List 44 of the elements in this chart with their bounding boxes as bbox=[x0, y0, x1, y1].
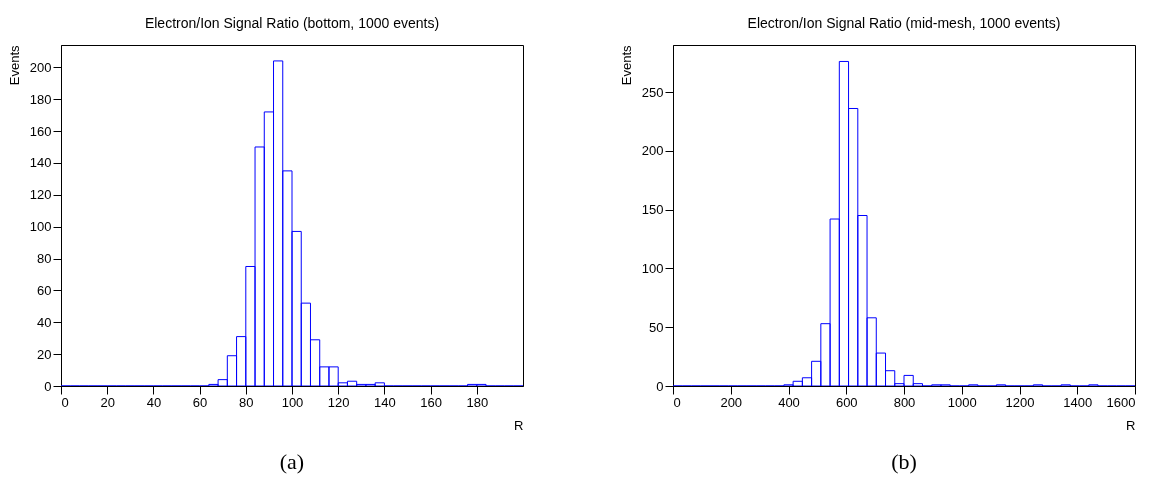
x-tick-label: 800 bbox=[893, 394, 916, 410]
x-tick-label: 1600 bbox=[1106, 394, 1136, 410]
chart-title: Electron/Ion Signal Ratio (bottom, 1000 events) bbox=[144, 15, 440, 31]
y-tick-label: 120 bbox=[29, 187, 52, 203]
x-tick-label: 20 bbox=[100, 394, 115, 410]
y-axis-title: Events bbox=[6, 45, 22, 86]
y-tick-label: 60 bbox=[37, 282, 52, 298]
x-axis-title: R bbox=[1126, 417, 1136, 433]
text: (a) bbox=[278, 448, 306, 476]
x-tick-label: 120 bbox=[327, 394, 350, 410]
x-tick-label: 600 bbox=[835, 394, 858, 410]
y-tick-label: 0 bbox=[656, 378, 664, 394]
x-tick-label: 1200 bbox=[1005, 394, 1035, 410]
x-tick-label: 60 bbox=[192, 394, 208, 410]
x-tick-label: 160 bbox=[420, 394, 442, 410]
y-tick-label: 80 bbox=[37, 251, 52, 267]
y-tick-label: 250 bbox=[641, 84, 664, 100]
y-tick-label: 20 bbox=[37, 346, 52, 362]
chart-title: Electron/Ion Signal Ratio (mid-mesh, 1000 events) bbox=[747, 15, 1061, 31]
y-tick-label: 50 bbox=[649, 319, 664, 335]
x-tick-label: 1000 bbox=[947, 394, 977, 410]
x-tick-label: 0 bbox=[61, 394, 69, 410]
y-tick-label: 150 bbox=[641, 202, 664, 218]
x-tick-label: 80 bbox=[239, 394, 254, 410]
y-tick-label: 140 bbox=[29, 155, 52, 171]
text: (b) bbox=[890, 448, 918, 476]
y-tick-label: 100 bbox=[641, 260, 664, 276]
x-tick-label: 40 bbox=[146, 394, 162, 410]
x-tick-label: 140 bbox=[374, 394, 396, 410]
y-tick-label: 200 bbox=[29, 59, 52, 75]
y-tick-label: 0 bbox=[44, 378, 52, 394]
y-tick-label: 200 bbox=[641, 143, 664, 159]
x-tick-label: 200 bbox=[720, 394, 743, 410]
y-tick-label: 180 bbox=[29, 91, 52, 107]
x-tick-label: 100 bbox=[281, 394, 304, 410]
x-tick-label: 400 bbox=[778, 394, 800, 410]
y-axis-title: Events bbox=[618, 45, 634, 86]
y-tick-label: 100 bbox=[29, 219, 52, 235]
x-tick-label: 180 bbox=[466, 394, 489, 410]
x-axis-title: R bbox=[514, 417, 524, 433]
x-tick-label: 0 bbox=[673, 394, 681, 410]
y-tick-label: 40 bbox=[37, 314, 52, 330]
y-tick-label: 160 bbox=[29, 123, 52, 139]
x-tick-label: 1400 bbox=[1063, 394, 1093, 410]
